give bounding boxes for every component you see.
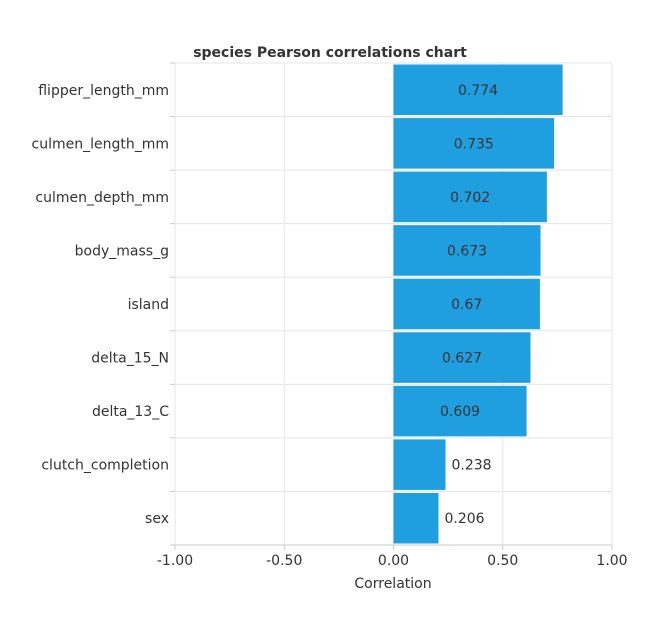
bar-value-label: 0.627 [442,351,482,367]
bar-body-mass-g [393,225,541,276]
bar-value-label: 0.206 [445,511,485,527]
category-label: clutch_completion [41,458,169,474]
chart-title: species Pearson correlations chart [193,45,467,61]
category-labels: flipper_length_mm culmen_length_mm culmen_… [32,83,170,527]
bar-value-label: 0.702 [450,190,490,206]
bar-island [393,278,540,330]
category-label: culmen_length_mm [32,136,169,152]
bar-delta-15-N [393,332,531,383]
x-tick-label: -1.00 [157,553,193,569]
category-label: island [128,297,169,313]
x-tick-label: 0.00 [378,553,409,569]
bar-value-label: 0.67 [451,297,482,313]
category-label: delta_15_N [91,351,169,367]
category-label: culmen_depth_mm [35,190,169,206]
bar-value-label: 0.609 [440,404,480,420]
x-tick-label: 0.50 [487,553,518,569]
x-axis-title: Correlation [354,576,431,592]
bar-flipper-length-mm [393,64,563,116]
bar-clutch-completion [393,439,446,490]
category-label: body_mass_g [75,243,169,259]
bar-value-label: 0.673 [447,243,487,259]
bar-value-label: 0.774 [458,83,498,99]
bar-culmen-length-mm [393,118,555,169]
grid-layer [170,62,613,550]
x-tick-label: 1.00 [596,553,627,569]
bar-sex [393,492,439,544]
category-label: delta_13_C [92,404,169,420]
bar-value-label: 0.735 [454,136,494,152]
x-tick-label: -0.50 [266,553,302,569]
x-tick-labels: -1.00 -0.50 0.00 0.50 1.00 [157,553,628,569]
bar-culmen-depth-mm [393,171,547,223]
bar-delta-13-C [393,385,527,437]
bars-layer: 0.774 0.735 0.702 0.673 0.67 0.627 0.609 0.238 0… [393,64,563,544]
category-label: flipper_length_mm [38,83,169,99]
category-label: sex [145,511,169,527]
bar-value-label: 0.238 [452,458,492,474]
